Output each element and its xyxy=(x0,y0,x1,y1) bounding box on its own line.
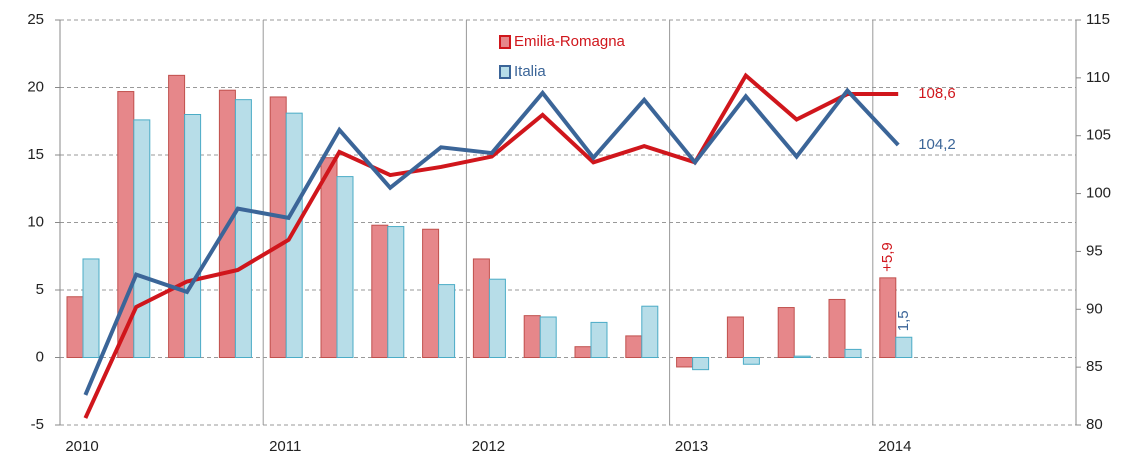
legend-swatch xyxy=(499,35,511,49)
bar xyxy=(371,224,389,358)
legend-label: Italia xyxy=(514,63,546,80)
bar xyxy=(726,316,744,358)
bar xyxy=(488,278,506,359)
y2-tick-label: 90 xyxy=(1086,300,1103,317)
bar xyxy=(133,119,151,359)
line-value-label: 104,2 xyxy=(918,136,956,153)
bar xyxy=(793,355,811,358)
x-tick-label: 2012 xyxy=(472,438,505,455)
bar xyxy=(438,284,456,359)
bar xyxy=(692,357,710,371)
legend-swatch xyxy=(499,65,511,79)
y-tick-label: 15 xyxy=(27,146,44,163)
bar-value-label: 1,5 xyxy=(895,310,912,331)
y2-tick-label: 80 xyxy=(1086,416,1103,433)
bar xyxy=(590,321,608,358)
bar xyxy=(574,346,592,359)
bar xyxy=(320,157,338,358)
bar xyxy=(523,315,541,358)
bar xyxy=(387,226,405,358)
bar xyxy=(844,348,862,358)
bar xyxy=(82,258,100,359)
bar xyxy=(777,307,795,358)
bar xyxy=(742,357,760,365)
bar xyxy=(422,228,440,358)
x-tick-label: 2011 xyxy=(269,438,301,455)
y2-tick-label: 110 xyxy=(1086,69,1110,86)
y2-tick-label: 115 xyxy=(1086,11,1110,28)
bar xyxy=(285,112,303,359)
y2-tick-label: 95 xyxy=(1086,242,1103,259)
y2-tick-label: 105 xyxy=(1086,127,1111,144)
y-tick-label: 0 xyxy=(36,348,44,365)
line xyxy=(83,72,899,419)
bar xyxy=(641,305,659,359)
bar xyxy=(184,114,202,358)
y2-tick-label: 100 xyxy=(1086,185,1111,202)
x-tick-label: 2010 xyxy=(65,438,98,455)
y-tick-label: 10 xyxy=(27,213,44,230)
bar xyxy=(336,176,354,358)
line-value-label: 108,6 xyxy=(918,85,956,102)
bar xyxy=(66,296,84,358)
y-tick-label: 25 xyxy=(27,11,44,28)
y-tick-label: 5 xyxy=(36,281,44,298)
bar xyxy=(676,357,694,368)
y-tick-label: 20 xyxy=(27,78,44,95)
bar xyxy=(895,336,913,358)
bar xyxy=(879,277,897,359)
line xyxy=(83,87,900,396)
legend-label: Emilia-Romagna xyxy=(514,33,626,50)
bar-value-label: +5,9 xyxy=(879,242,896,272)
bar xyxy=(234,99,252,359)
bar xyxy=(168,74,186,358)
bar xyxy=(625,335,643,358)
x-tick-label: 2014 xyxy=(878,438,911,455)
x-tick-label: 2013 xyxy=(675,438,708,455)
y-tick-label: -5 xyxy=(31,416,44,433)
bar xyxy=(472,258,490,359)
bar xyxy=(269,96,287,358)
y2-tick-label: 85 xyxy=(1086,358,1103,375)
bar xyxy=(828,298,846,359)
bar xyxy=(539,316,557,358)
